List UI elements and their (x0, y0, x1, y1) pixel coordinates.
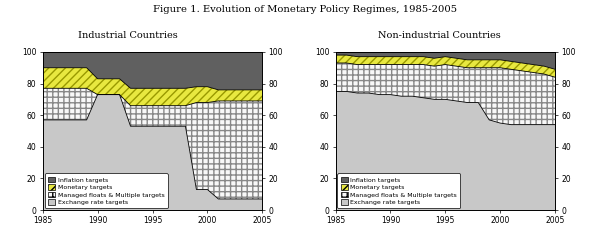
Text: Figure 1. Evolution of Monetary Policy Regimes, 1985-2005: Figure 1. Evolution of Monetary Policy R… (153, 5, 457, 14)
Legend: Inflation targets, Monetary targets, Managed floats & Multiple targets, Exchange: Inflation targets, Monetary targets, Man… (337, 173, 461, 208)
Text: Non-industrial Countries: Non-industrial Countries (378, 31, 501, 40)
Legend: Inflation targets, Monetary targets, Managed floats & Multiple targets, Exchange: Inflation targets, Monetary targets, Man… (45, 173, 168, 208)
Text: Industrial Countries: Industrial Countries (78, 31, 178, 40)
